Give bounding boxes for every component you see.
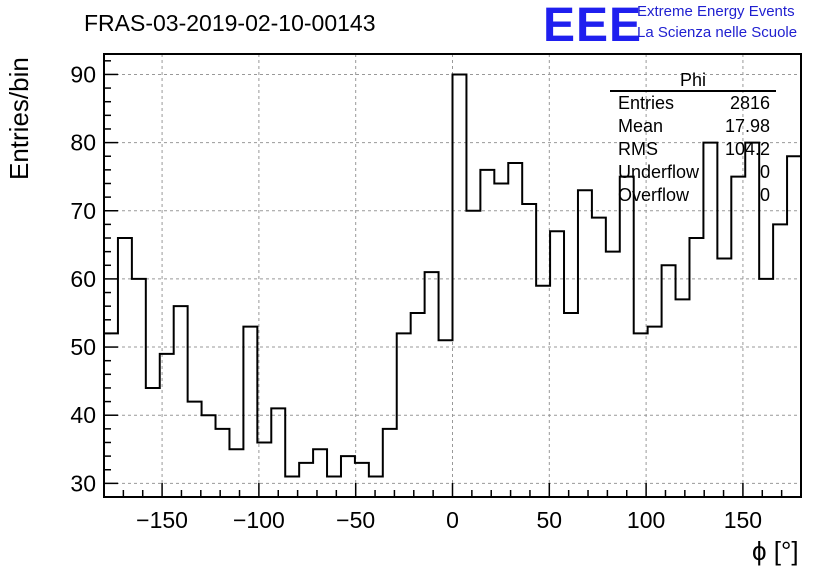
x-axis-label: ϕ [°] bbox=[752, 536, 799, 566]
x-tick-label: 100 bbox=[627, 507, 665, 533]
histogram-series bbox=[104, 73, 801, 478]
stats-row-mean: Mean 17.98 bbox=[610, 115, 776, 138]
x-tick-label: −100 bbox=[233, 507, 285, 533]
x-axis-ticks: −150 −100 −50 0 50 100 150 bbox=[103, 483, 802, 533]
logo-caption-line1: Extreme Energy Events bbox=[637, 3, 795, 20]
x-tick-label: 50 bbox=[537, 507, 563, 533]
y-tick-label: 70 bbox=[70, 198, 96, 224]
eee-logo: EEE bbox=[543, 0, 643, 52]
stats-label: RMS bbox=[618, 139, 658, 159]
logo-caption-line2: La Scienza nelle Scuole bbox=[637, 24, 798, 41]
y-axis-ticks: 30 40 50 60 70 80 90 bbox=[70, 60, 118, 498]
stats-value: 104.2 bbox=[724, 139, 770, 159]
x-tick-label: 0 bbox=[446, 507, 459, 533]
y-tick-label: 50 bbox=[70, 334, 96, 360]
stats-value: 17.98 bbox=[724, 116, 770, 136]
stats-label: Overflow bbox=[618, 185, 690, 205]
x-tick-label: −50 bbox=[336, 507, 375, 533]
stats-box-title: Phi bbox=[679, 70, 706, 90]
stats-value: 0 bbox=[759, 162, 770, 182]
y-tick-label: 90 bbox=[70, 61, 96, 87]
y-axis-label: Entries/bin bbox=[4, 57, 34, 180]
stats-row-underflow: Underflow 0 bbox=[610, 161, 776, 184]
stats-label: Entries bbox=[618, 93, 675, 113]
y-tick-label: 40 bbox=[70, 402, 96, 428]
x-tick-label: −150 bbox=[136, 507, 188, 533]
y-tick-label: 30 bbox=[70, 470, 96, 496]
stats-value: 0 bbox=[759, 185, 770, 205]
stats-box-divider bbox=[610, 90, 776, 92]
stats-label: Underflow bbox=[618, 162, 700, 182]
y-tick-label: 80 bbox=[70, 130, 96, 156]
stats-label: Mean bbox=[618, 116, 664, 136]
stats-row-rms: RMS 104.2 bbox=[610, 138, 776, 161]
chart-title: FRAS-03-2019-02-10-00143 bbox=[84, 10, 376, 36]
y-tick-label: 60 bbox=[70, 266, 96, 292]
stats-box: Phi Entries 2816 Mean 17.98 RMS 104.2 Un… bbox=[610, 70, 776, 207]
stats-value: 2816 bbox=[729, 93, 770, 113]
stats-row-overflow: Overflow 0 bbox=[610, 184, 776, 207]
stats-row-entries: Entries 2816 bbox=[610, 92, 776, 115]
x-tick-label: 150 bbox=[724, 507, 762, 533]
